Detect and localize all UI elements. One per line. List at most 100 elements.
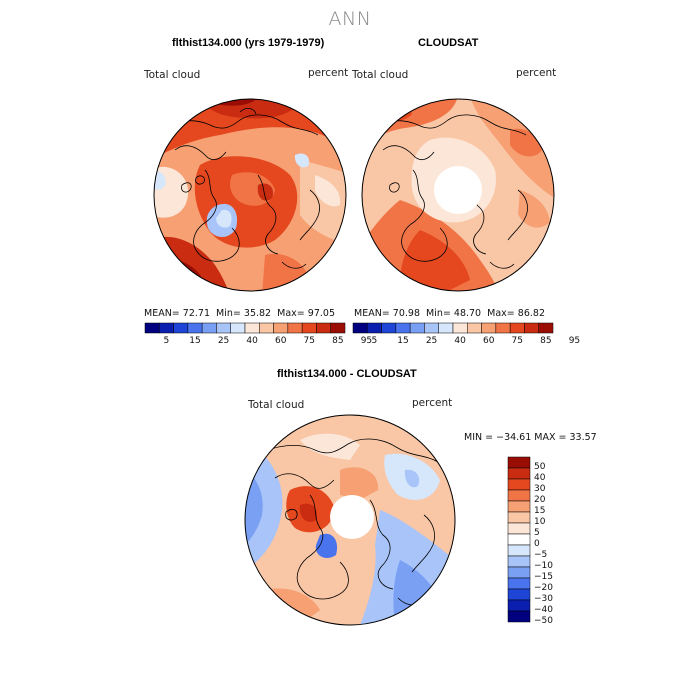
panel-2-variable-label: Total cloud [352,69,409,81]
panel-3-colorbar-swatch [507,500,531,513]
panel-2-colorbar-tick-label: 75 [511,336,523,346]
panel-3-colorbar-swatch [507,577,531,590]
panel-3-colorbar-swatch [507,522,531,535]
panel-1-colorbar-swatch [259,322,274,334]
panel-3-colorbar-swatch [507,566,531,579]
panel-1-colorbar-swatch [273,322,289,334]
panel-3-colorbar-tick-label: −50 [534,616,553,626]
panel-1-max: 97.05 [307,308,335,319]
panel-2-colorbar-swatch [467,322,482,334]
panel-1-variable-label: Total cloud [144,69,201,81]
panel-3-colorbar-tick-label: −15 [534,572,553,582]
panel-2-colorbar-swatch [395,322,411,334]
panel-1-colorbar-tick-label: 95 [360,336,373,346]
panel-2-colorbar [352,322,554,334]
panel-2-mean-label: MEAN= [354,308,390,319]
panel-1-colorbar-tick-label: 15 [189,336,201,346]
panel-2-colorbar-swatch [452,322,468,334]
panel-3-colorbar-swatch [507,544,531,557]
panel-2-colorbar-tick-label: 95 [568,336,581,346]
panel-1-colorbar-tick-label: 75 [303,336,315,346]
panel-2-colorbar-swatch [367,322,382,334]
panel-1-colorbar-swatch [201,322,217,334]
panel-3-colorbar-tick-label: 0 [534,539,540,549]
panel-1-stats: MEAN= 72.71 Min= 35.82 Max= 97.05 [144,308,335,319]
panel-1-colorbar-tick-label: 85 [332,336,344,346]
panel-1-colorbar-tick-label: 25 [217,336,230,346]
panel-1-colorbar-swatch [316,322,331,334]
panel-1-colorbar-swatch [216,322,231,334]
panel-1-colorbar-swatch [244,322,260,334]
panel-3-colorbar-tick-label: −5 [534,550,548,560]
panel-1-colorbar [144,322,346,334]
panel-2-title: CLOUDSAT [418,37,479,49]
panel-1-map [153,98,347,292]
panel-1-colorbar-swatch [187,322,203,334]
panel-2-colorbar-swatch [524,322,539,334]
panel-2-colorbar-swatch [495,322,511,334]
panel-1-title: flthist134.000 (yrs 1979-1979) [172,37,325,49]
panel-2-colorbar-tick-label: 25 [425,336,438,346]
panel-2-max: 86.82 [517,308,545,319]
panel-3-colorbar-tick-label: −20 [534,583,553,593]
panel-3-variable-label: Total cloud [248,399,305,411]
panel-1-units-label: percent [308,67,349,79]
panel-1-colorbar-tick-label: 5 [163,336,170,346]
panel-2-colorbar-tick-label: 15 [397,336,409,346]
panel-3-colorbar-swatch [507,555,531,568]
panel-3-colorbar-tick-label: 50 [534,462,546,472]
panel-3-colorbar-swatch [507,610,531,623]
panel-2-colorbar-swatch [424,322,439,334]
panel-2-colorbar-tick-label: 5 [371,336,378,346]
panel-2-stats: MEAN= 70.98 Min= 48.70 Max= 86.82 [354,308,545,319]
panel-1-colorbar-swatch [230,322,246,334]
panel-2-colorbar-swatch [509,322,525,334]
panel-3-title: flthist134.000 - CLOUDSAT [277,368,417,380]
panel-1-colorbar-swatch [330,322,346,334]
panel-1-mean-label: MEAN= [144,308,180,319]
figure-title: ANN [328,8,372,30]
panel-3-minmax: MIN = −34.61 MAX = 33.57 [464,432,597,443]
panel-3-colorbar-swatch [507,588,531,601]
panel-2-colorbar-swatch [481,322,497,334]
panel-1-colorbar-swatch [159,322,174,334]
panel-3-colorbar-swatch [507,456,531,469]
panel-3-colorbar-tick-label: 10 [534,517,546,527]
panel-2-min-label: Min= [426,308,451,319]
panel-2-colorbar-tick-label: 40 [454,336,466,346]
panel-3-colorbar-tick-label: −10 [534,561,553,571]
panel-2-colorbar-swatch [352,322,368,334]
panel-1-min: 35.82 [243,308,272,319]
panel-3-colorbar-tick-label: 15 [534,506,546,516]
panel-2-units-label: percent [516,67,557,79]
panel-2-max-label: Max= [487,308,515,319]
panel-1-min-label: Min= [216,308,241,319]
panel-2-colorbar-tick-label: 85 [540,336,552,346]
panel-1-colorbar-swatch [173,322,189,334]
panel-1-colorbar-tick-label: 60 [274,336,287,346]
panel-2-colorbar-swatch [381,322,397,334]
panel-3-colorbar-tick-label: 20 [534,495,546,505]
panel-1-max-label: Max= [277,308,305,319]
panel-1-mean: 72.71 [182,308,210,319]
panel-1-colorbar-swatch [301,322,317,334]
panel-3-colorbar [507,456,531,623]
panel-3-colorbar-swatch [507,478,531,491]
panel-3-colorbar-tick-label: 40 [534,473,546,483]
panel-3-colorbar-swatch [507,467,531,480]
panel-2-min: 48.70 [453,308,482,319]
panel-3-map [244,414,456,626]
panel-3-colorbar-swatch [507,511,531,524]
panel-2-colorbar-swatch [409,322,425,334]
panel-1-colorbar-swatch [144,322,160,334]
panel-2-mean: 70.98 [392,308,420,319]
panel-3-colorbar-swatch [507,489,531,502]
panel-2-map [361,98,555,292]
panel-2-colorbar-tick-label: 60 [482,336,495,346]
panel-1-colorbar-swatch [287,322,303,334]
panel-2-colorbar-swatch [438,322,454,334]
panel-3-colorbar-swatch [507,533,531,546]
panel-3-colorbar-tick-label: 5 [534,528,540,538]
panel-3-units-label: percent [412,397,453,409]
